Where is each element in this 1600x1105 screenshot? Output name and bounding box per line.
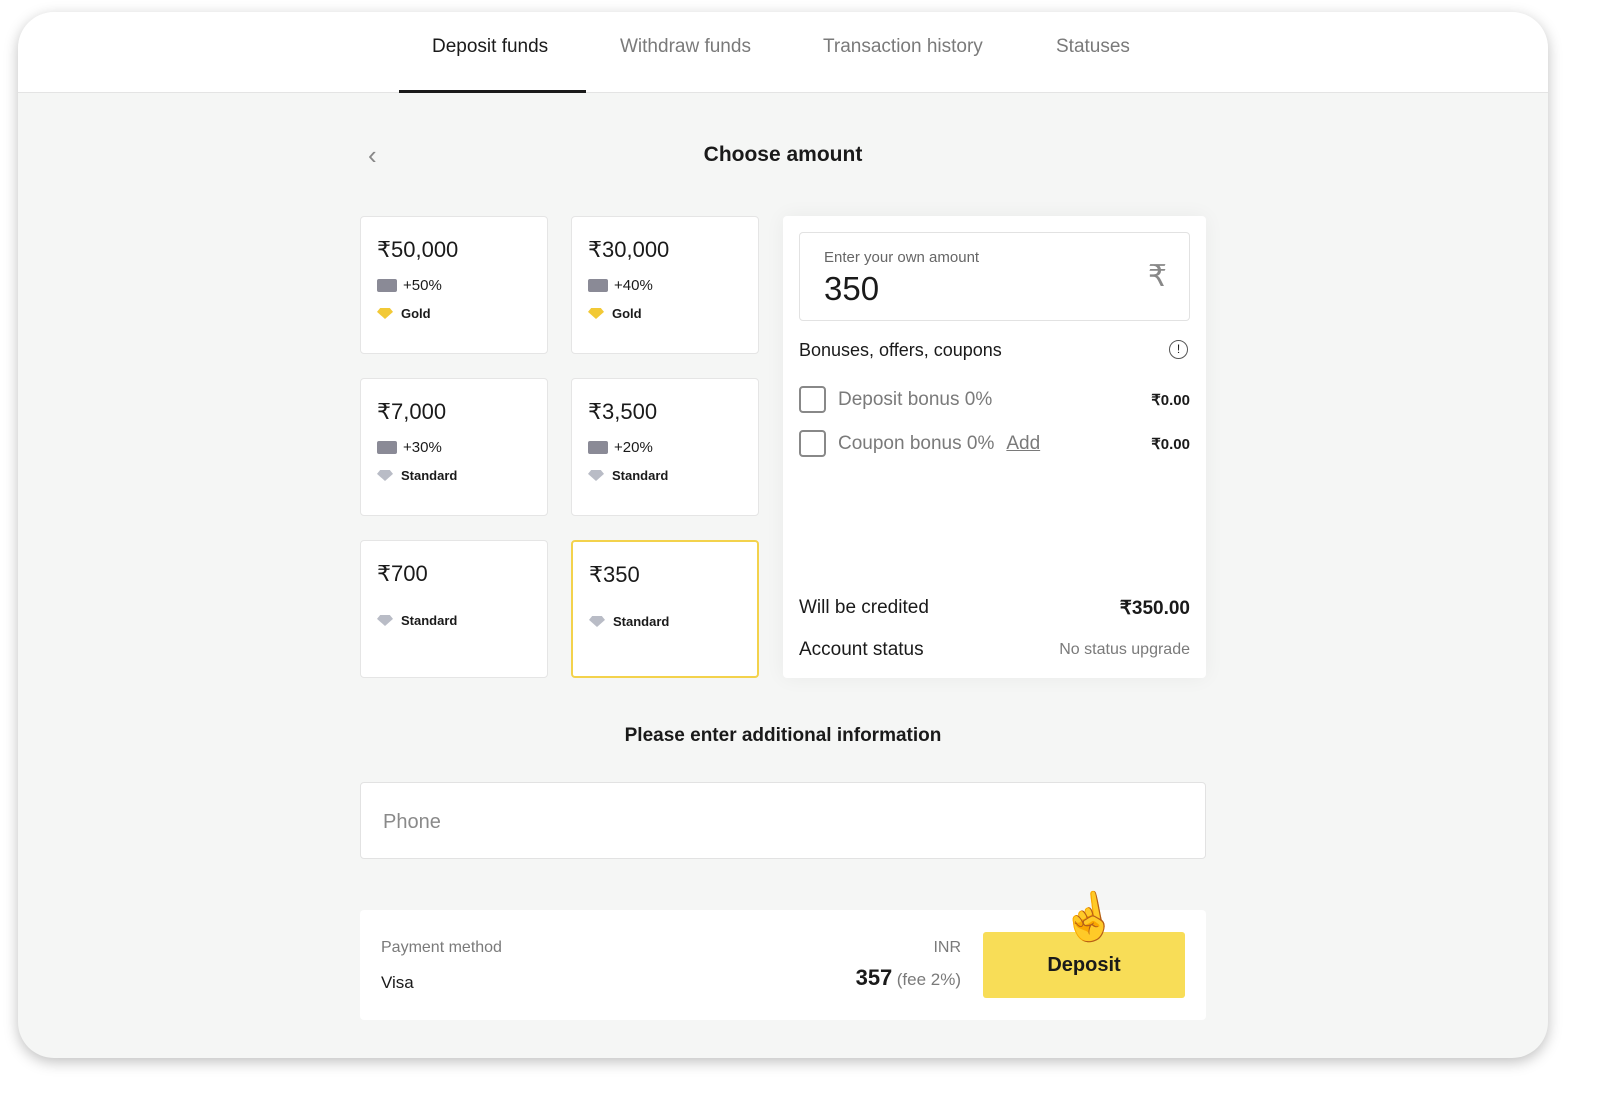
diamond-icon xyxy=(377,615,393,626)
bonuses-title: Bonuses, offers, coupons xyxy=(799,340,1002,360)
page-title: Choose amount xyxy=(703,143,863,166)
credited-label: Will be credited xyxy=(799,597,929,618)
tab-deposit-funds[interactable]: Deposit funds xyxy=(432,36,549,57)
amount-value: ₹700 xyxy=(377,561,428,586)
diamond-icon xyxy=(588,470,604,481)
amount-card[interactable]: ₹3,500 +20% Standard xyxy=(571,378,759,516)
amount-card[interactable]: ₹350 Standard xyxy=(571,540,759,678)
tab-statuses[interactable]: Statuses xyxy=(1056,36,1130,57)
amount-card[interactable]: ₹30,000 +40% Gold xyxy=(571,216,759,354)
ticket-icon xyxy=(588,279,608,292)
payment-bar: Payment method Visa INR 357 (fee 2%) Dep… xyxy=(360,886,1206,1020)
add-coupon-link[interactable]: Add xyxy=(1006,432,1041,454)
ticket-icon xyxy=(377,279,397,292)
deposit-bonus-value: ₹0.00 xyxy=(1151,392,1190,409)
amount-value: ₹30,000 xyxy=(588,237,670,262)
diamond-icon xyxy=(377,470,393,481)
tier-label: Gold xyxy=(401,306,431,321)
bonus-percent: +30% xyxy=(403,439,442,456)
total-amount: 357 xyxy=(855,965,893,990)
amount-card[interactable]: ₹700 Standard xyxy=(360,540,548,678)
diamond-icon xyxy=(588,308,604,319)
additional-info-title: Please enter additional information xyxy=(624,725,942,746)
payment-method-label: Payment method xyxy=(381,939,502,956)
deposit-button[interactable]: Deposit xyxy=(983,932,1185,998)
payment-method-value: Visa xyxy=(381,973,414,992)
fee-label: (fee 2%) xyxy=(896,970,961,989)
bonus-percent: +20% xyxy=(614,439,653,456)
account-status-value: No status upgrade xyxy=(1059,641,1190,658)
custom-amount-panel: Enter your own amount 350 ₹ Bonuses, off… xyxy=(783,216,1206,678)
coupon-bonus-checkbox[interactable] xyxy=(799,430,826,457)
rupee-icon: ₹ xyxy=(1147,260,1167,293)
diamond-icon xyxy=(589,616,605,627)
hand-cursor-icon: ☝ xyxy=(1055,886,1122,948)
back-chevron-icon[interactable]: ‹ xyxy=(368,140,377,170)
amount-card[interactable]: ₹50,000 +50% Gold xyxy=(360,216,548,354)
coupon-bonus-value: ₹0.00 xyxy=(1151,436,1190,453)
custom-amount-value: 350 xyxy=(824,270,880,307)
amount-value: ₹7,000 xyxy=(377,399,447,424)
tab-bar: Deposit funds Withdraw funds Transaction… xyxy=(18,12,1548,93)
amount-value: ₹50,000 xyxy=(377,237,459,262)
window: Deposit funds Withdraw funds Transaction… xyxy=(18,12,1548,1058)
active-tab-indicator xyxy=(399,90,586,93)
amount-value: ₹350 xyxy=(589,562,640,587)
coupon-bonus-label: Coupon bonus 0% xyxy=(838,432,995,454)
bonus-percent: +50% xyxy=(403,277,442,294)
info-icon[interactable]: ! xyxy=(1169,340,1188,359)
ticket-icon xyxy=(588,441,608,454)
custom-amount-label: Enter your own amount xyxy=(824,249,980,266)
tier-label: Standard xyxy=(613,614,670,629)
deposit-bonus-label: Deposit bonus 0% xyxy=(838,388,993,410)
currency-label: INR xyxy=(933,939,961,956)
tier-label: Standard xyxy=(612,468,669,483)
tab-transaction-history[interactable]: Transaction history xyxy=(823,36,983,57)
tier-label: Standard xyxy=(401,468,458,483)
tier-label: Standard xyxy=(401,613,458,628)
tier-label: Gold xyxy=(612,306,642,321)
phone-input[interactable]: Phone xyxy=(360,782,1206,859)
bonus-percent: +40% xyxy=(614,277,653,294)
credited-value: ₹350.00 xyxy=(1119,598,1190,619)
tab-withdraw-funds[interactable]: Withdraw funds xyxy=(620,36,751,57)
amount-value: ₹3,500 xyxy=(588,399,658,424)
account-status-label: Account status xyxy=(799,639,924,660)
ticket-icon xyxy=(377,441,397,454)
diamond-icon xyxy=(377,308,393,319)
custom-amount-input[interactable]: Enter your own amount 350 ₹ xyxy=(799,232,1190,321)
deposit-bonus-checkbox[interactable] xyxy=(799,386,826,413)
amount-card[interactable]: ₹7,000 +30% Standard xyxy=(360,378,548,516)
